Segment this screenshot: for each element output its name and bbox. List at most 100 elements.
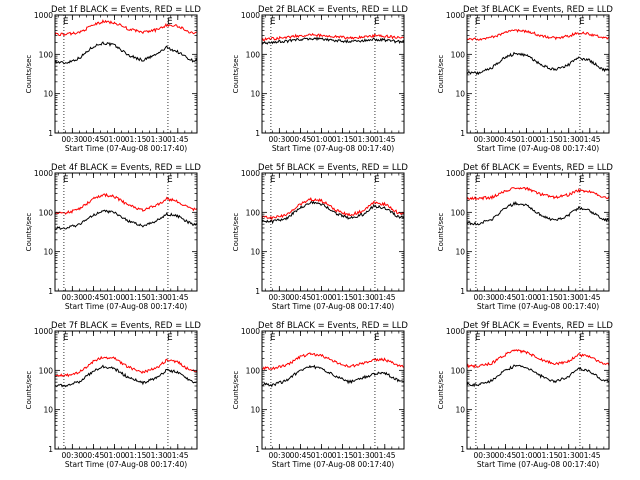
eclipse-marker-label: E [475,333,481,343]
eclipse-marker-label: E [63,175,69,185]
y-tick-label: 1000 [34,169,53,178]
y-tick-label: 1 [255,129,260,138]
y-tick-label: 10 [455,248,465,257]
y-tick-label: 100 [39,366,54,375]
events-series-line [55,209,197,230]
y-axis-label: Counts/sec [25,371,33,410]
x-tick-label: 01:15 [332,135,354,144]
y-tick-label: 1 [460,445,465,454]
detector-panel: Det 1f BLACK = Events, RED = LLD 1 10 100 10… [25,5,201,153]
y-tick-label: 100 [451,366,466,375]
events-series-line [262,364,404,388]
events-series-line [55,41,197,65]
x-tick-label: 01:30 [558,135,580,144]
eclipse-marker-label: E [167,17,173,27]
y-tick-label: 1000 [241,327,260,336]
eclipse-marker-label: E [475,175,481,185]
eclipse-marker-label: E [579,333,585,343]
panel-title: Det 4f BLACK = Events, RED = LLD [51,163,201,173]
x-axis-label: Start Time (07-Aug-08 00:17:40) [272,302,394,311]
x-tick-label: 01:00 [104,293,126,302]
plot-frame [261,14,405,134]
y-tick-label: 10 [43,248,53,257]
x-tick-label: 01:15 [537,293,559,302]
x-tick-label: 01:30 [146,135,168,144]
panel-title: Det 3f BLACK = Events, RED = LLD [463,5,613,15]
x-tick-label: 00:30 [269,135,291,144]
y-tick-label: 100 [39,208,54,217]
plot-frame [54,330,198,450]
x-tick-label: 01:00 [516,293,538,302]
x-tick-label: 01:45 [579,293,601,302]
y-axis-label: Counts/sec [437,371,445,410]
plot-frame [54,172,198,292]
eclipse-marker-label: E [167,333,173,343]
panel-title: Det 2f BLACK = Events, RED = LLD [258,5,408,15]
y-tick-label: 10 [455,90,465,99]
x-tick-label: 01:30 [353,451,375,460]
events-series-line [467,200,609,226]
y-tick-label: 10 [43,406,53,415]
y-tick-label: 1000 [34,11,53,20]
x-tick-label: 01:15 [332,293,354,302]
x-tick-label: 01:30 [353,293,375,302]
y-tick-label: 1 [460,129,465,138]
panel-title: Det 6f BLACK = Events, RED = LLD [463,163,613,173]
panel-title: Det 1f BLACK = Events, RED = LLD [51,5,201,15]
events-series-line [262,200,404,225]
x-tick-label: 01:15 [332,451,354,460]
x-tick-label: 00:45 [83,293,105,302]
detector-panel: Det 2f BLACK = Events, RED = LLD 1 10 100 10… [232,5,408,153]
x-tick-label: 01:15 [537,135,559,144]
y-tick-label: 10 [43,90,53,99]
x-tick-label: 00:45 [290,451,312,460]
x-tick-label: 01:15 [537,451,559,460]
eclipse-marker-label: E [63,17,69,27]
x-axis-label: Start Time (07-Aug-08 00:17:40) [65,460,187,469]
x-tick-label: 00:45 [290,135,312,144]
x-tick-label: 01:00 [104,451,126,460]
lld-series-line [467,28,609,41]
x-tick-label: 01:45 [374,293,396,302]
panel-title: Det 7f BLACK = Events, RED = LLD [51,321,201,331]
x-tick-label: 01:45 [167,293,189,302]
detector-panel: Det 4f BLACK = Events, RED = LLD 1 10 100 10… [25,163,201,311]
eclipse-marker-label: E [270,17,276,27]
lld-series-line [55,355,197,378]
x-tick-label: 01:45 [579,135,601,144]
y-tick-label: 1 [48,287,53,296]
panel-title: Det 9f BLACK = Events, RED = LLD [463,321,613,331]
x-tick-label: 00:45 [495,293,517,302]
detector-panel: Det 8f BLACK = Events, RED = LLD 1 10 100 10… [232,321,408,469]
lld-series-line [55,19,197,37]
x-tick-label: 01:15 [125,451,147,460]
panel-title: Det 5f BLACK = Events, RED = LLD [258,163,408,173]
x-tick-label: 00:30 [62,135,84,144]
y-tick-label: 1 [48,445,53,454]
x-tick-label: 00:45 [83,451,105,460]
x-tick-label: 00:30 [62,451,84,460]
lld-series-line [55,192,197,215]
x-tick-label: 01:30 [558,451,580,460]
eclipse-marker-label: E [475,17,481,27]
x-tick-label: 00:45 [495,451,517,460]
events-series-line [55,364,197,388]
x-tick-label: 00:30 [474,135,496,144]
x-tick-label: 01:45 [374,135,396,144]
y-tick-label: 100 [246,50,261,59]
x-tick-label: 01:30 [146,451,168,460]
events-series-line [467,51,609,76]
lld-series-line [467,349,609,369]
x-tick-label: 01:45 [374,451,396,460]
x-tick-label: 01:30 [353,135,375,144]
eclipse-marker-label: E [167,175,173,185]
x-tick-label: 00:30 [62,293,84,302]
y-tick-label: 100 [246,366,261,375]
y-tick-label: 10 [250,90,260,99]
plot-frame [466,172,610,292]
events-series-line [262,36,404,45]
x-tick-label: 01:15 [125,293,147,302]
eclipse-marker-label: E [579,17,585,27]
x-tick-label: 01:45 [167,135,189,144]
